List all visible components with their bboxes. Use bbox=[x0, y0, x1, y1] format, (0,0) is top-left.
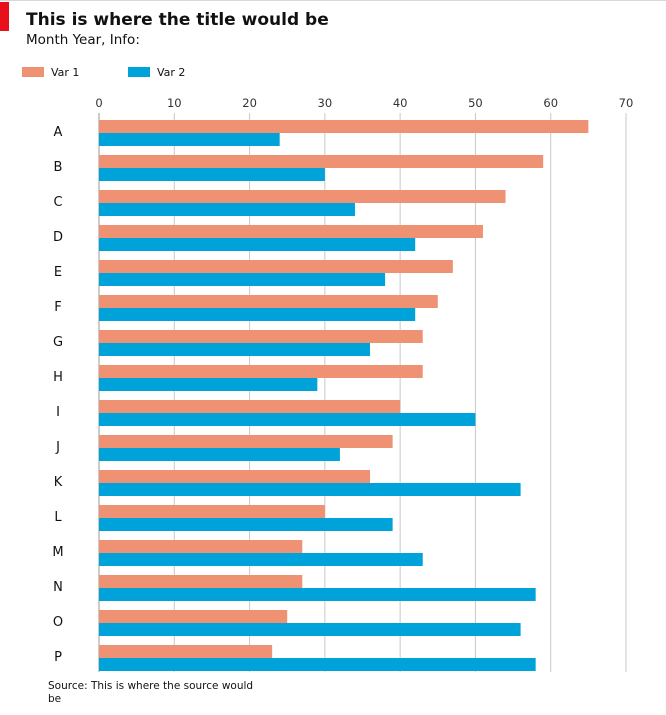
bar-var1-a bbox=[99, 120, 589, 133]
y-category-label: B bbox=[54, 160, 63, 175]
brand-tag bbox=[0, 2, 9, 31]
bar-var1-m bbox=[99, 540, 303, 553]
x-tick-label: 60 bbox=[543, 96, 558, 110]
bar-var2-p bbox=[99, 658, 536, 671]
top-divider bbox=[0, 0, 666, 1]
y-category-label: O bbox=[53, 615, 63, 630]
bar-var1-g bbox=[99, 330, 423, 343]
bar-var2-b bbox=[99, 168, 325, 181]
bar-var1-p bbox=[99, 645, 273, 658]
legend-label-var2: Var 2 bbox=[157, 65, 186, 79]
bar-var1-o bbox=[99, 610, 288, 623]
bar-var2-h bbox=[99, 378, 318, 391]
y-category-label: D bbox=[53, 230, 63, 245]
bar-var2-f bbox=[99, 308, 416, 321]
bar-var2-j bbox=[99, 448, 340, 461]
bar-var2-l bbox=[99, 518, 393, 531]
y-category-label: C bbox=[53, 195, 62, 210]
bar-var2-d bbox=[99, 238, 416, 251]
bar-var2-a bbox=[99, 133, 280, 146]
y-category-label: J bbox=[55, 440, 60, 455]
bar-var2-g bbox=[99, 343, 371, 356]
x-tick-label: 50 bbox=[468, 96, 483, 110]
y-category-label: P bbox=[54, 650, 62, 665]
legend-item-var1: Var 1 bbox=[22, 65, 79, 79]
bar-var2-k bbox=[99, 483, 521, 496]
y-category-label: H bbox=[53, 370, 63, 385]
x-tick-label: 10 bbox=[167, 96, 182, 110]
y-category-label: M bbox=[52, 545, 63, 560]
bar-var1-h bbox=[99, 365, 423, 378]
chart-subtitle: Month Year, Info: bbox=[26, 32, 140, 48]
bar-var1-j bbox=[99, 435, 393, 448]
bar-var2-i bbox=[99, 413, 476, 426]
bar-var2-o bbox=[99, 623, 521, 636]
bar-var2-m bbox=[99, 553, 423, 566]
x-tick-label: 20 bbox=[242, 96, 257, 110]
bar-var1-e bbox=[99, 260, 453, 273]
bar-var1-n bbox=[99, 575, 303, 588]
y-category-label: N bbox=[53, 580, 63, 595]
bar-var1-b bbox=[99, 155, 544, 168]
y-category-label: A bbox=[54, 125, 63, 140]
bar-var2-e bbox=[99, 273, 386, 286]
y-category-label: E bbox=[54, 265, 62, 280]
legend-swatch-var2 bbox=[128, 67, 150, 77]
x-tick-label: 0 bbox=[95, 96, 102, 110]
bar-var1-d bbox=[99, 225, 483, 238]
y-category-label: K bbox=[54, 475, 63, 490]
source-note: Source: This is where the source would b… bbox=[48, 680, 254, 705]
bar-var2-n bbox=[99, 588, 536, 601]
x-tick-label: 30 bbox=[318, 96, 333, 110]
chart-title: This is where the title would be bbox=[26, 10, 329, 30]
legend-swatch-var1 bbox=[22, 67, 44, 77]
bar-var1-l bbox=[99, 505, 325, 518]
y-category-label: L bbox=[54, 510, 62, 525]
bar-var2-c bbox=[99, 203, 355, 216]
y-category-label: F bbox=[54, 300, 61, 315]
bar-var1-f bbox=[99, 295, 438, 308]
x-tick-label: 70 bbox=[619, 96, 634, 110]
bar-var1-c bbox=[99, 190, 506, 203]
y-category-label: I bbox=[56, 405, 60, 420]
bar-var1-i bbox=[99, 400, 401, 413]
x-tick-label: 40 bbox=[393, 96, 408, 110]
legend-item-var2: Var 2 bbox=[128, 65, 185, 79]
legend-label-var1: Var 1 bbox=[51, 65, 80, 79]
bar-var1-k bbox=[99, 470, 371, 483]
y-category-label: G bbox=[53, 335, 63, 350]
